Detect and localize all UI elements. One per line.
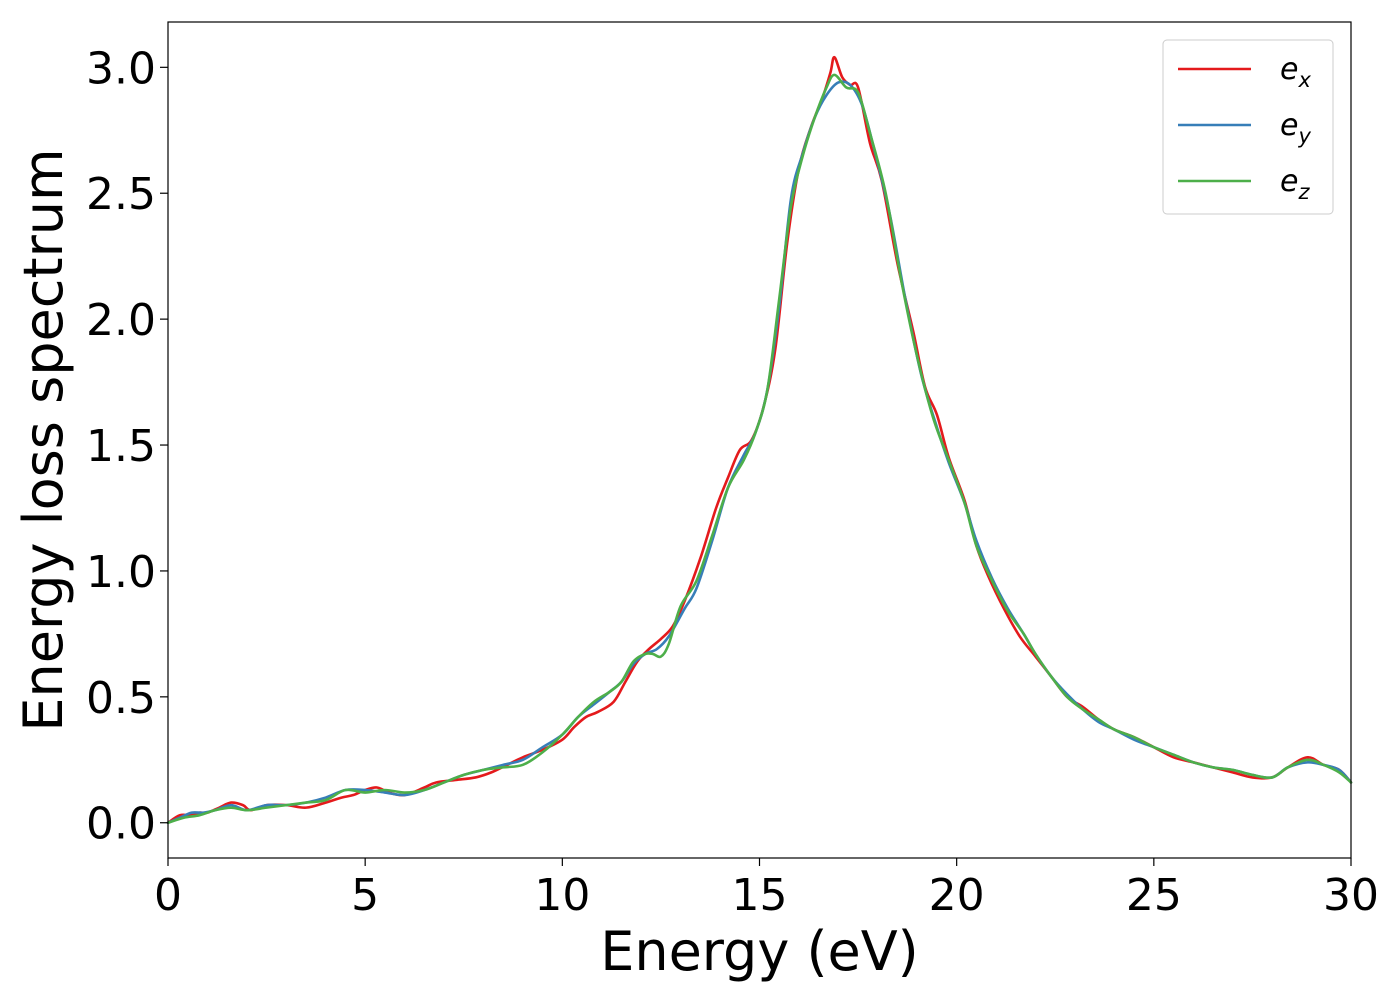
series-line-e-z [166, 73, 1353, 825]
x-tick-label: 15 [732, 870, 788, 921]
x-tick-label: 5 [351, 870, 379, 921]
y-tick-label: 1.5 [86, 421, 156, 472]
x-axis-label: Energy (eV) [600, 920, 919, 983]
legend-box [1162, 39, 1334, 215]
y-axis-label: Energy loss spectrum [12, 148, 75, 731]
y-tick-label: 3.0 [86, 43, 156, 94]
y-axis-ticks: 0.0 0.5 1.0 1.5 2.0 2.5 3.0 [86, 43, 168, 850]
y-tick-label: 0.5 [86, 673, 156, 724]
y-tick-label: 2.5 [86, 169, 156, 220]
x-tick-label: 30 [1323, 870, 1379, 921]
y-tick-label: 0.0 [86, 799, 156, 850]
y-tick-label: 1.0 [86, 547, 156, 598]
x-tick-label: 25 [1126, 870, 1182, 921]
x-tick-label: 0 [154, 870, 182, 921]
x-axis-ticks: 0 5 10 15 20 25 30 [154, 858, 1379, 921]
x-tick-label: 10 [534, 870, 590, 921]
x-tick-label: 20 [929, 870, 985, 921]
series-group [166, 55, 1353, 825]
y-tick-label: 2.0 [86, 295, 156, 346]
